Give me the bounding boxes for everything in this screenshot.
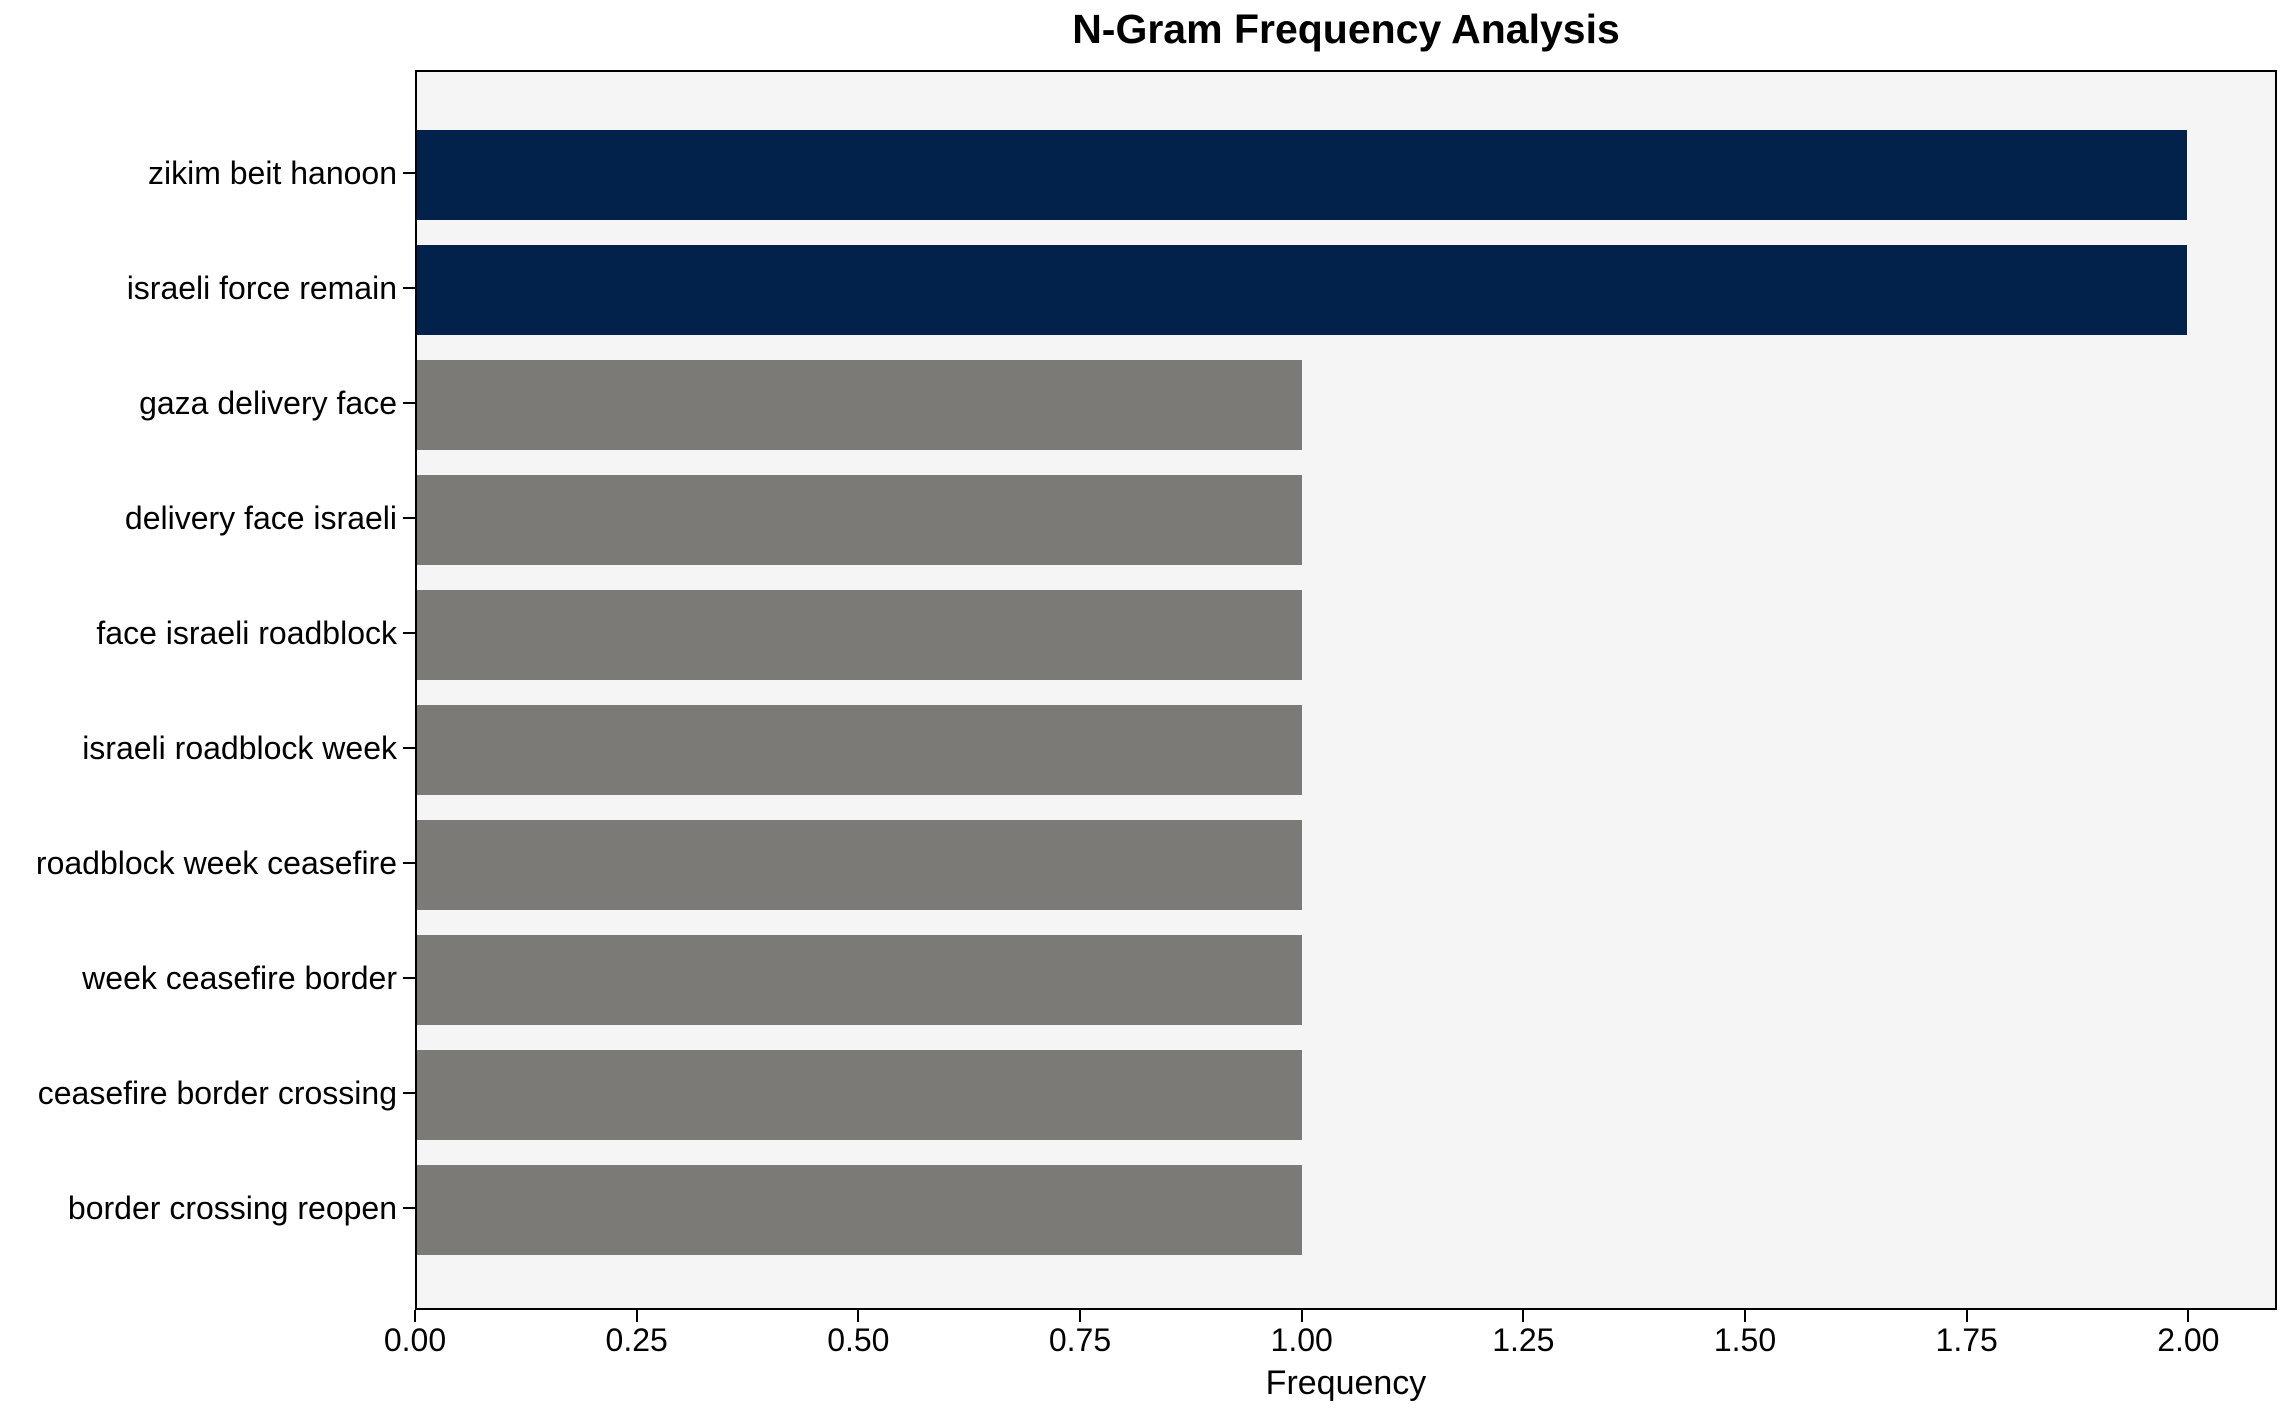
category-label: face israeli roadblock bbox=[96, 615, 397, 651]
bar bbox=[417, 935, 1302, 1025]
category-label: week ceasefire border bbox=[82, 960, 397, 996]
y-tick-mark bbox=[403, 632, 415, 634]
category-label: roadblock week ceasefire bbox=[35, 845, 397, 881]
bar bbox=[417, 705, 1302, 795]
y-tick-mark bbox=[403, 1207, 415, 1209]
y-tick-mark bbox=[403, 747, 415, 749]
x-axis-label: Frequency bbox=[1265, 1364, 1427, 1402]
x-tick-label: 1.75 bbox=[1935, 1322, 1998, 1358]
x-tick-label: 0.00 bbox=[383, 1322, 447, 1358]
x-tick-label: 0.75 bbox=[1048, 1322, 1112, 1358]
bar bbox=[417, 1050, 1302, 1140]
x-tick-mark bbox=[2187, 1310, 2190, 1322]
y-tick-mark bbox=[403, 1092, 415, 1094]
x-tick-mark bbox=[1079, 1310, 1081, 1322]
category-label: israeli force remain bbox=[126, 270, 397, 306]
bar bbox=[417, 1165, 1302, 1255]
y-tick-mark bbox=[403, 517, 415, 519]
chart-title: N-Gram Frequency Analysis bbox=[1072, 6, 1620, 52]
y-tick-mark bbox=[403, 172, 415, 174]
category-label: zikim beit hanoon bbox=[147, 155, 397, 191]
plot-area bbox=[415, 70, 2277, 1310]
x-tick-label: 1.50 bbox=[1713, 1322, 1777, 1358]
y-tick-mark bbox=[403, 862, 415, 864]
bar bbox=[417, 245, 2187, 335]
category-label: border crossing reopen bbox=[67, 1190, 397, 1226]
category-label: ceasefire border crossing bbox=[37, 1075, 397, 1111]
category-label: delivery face israeli bbox=[124, 500, 397, 536]
x-tick-mark bbox=[1965, 1310, 1968, 1322]
x-tick-mark bbox=[1744, 1310, 1746, 1322]
y-tick-mark bbox=[403, 977, 415, 979]
x-tick-label: 2.00 bbox=[2157, 1322, 2220, 1358]
x-tick-label: 0.50 bbox=[827, 1322, 890, 1358]
bar bbox=[417, 475, 1302, 565]
category-label: gaza delivery face bbox=[139, 385, 397, 421]
x-tick-mark bbox=[1300, 1310, 1303, 1322]
x-tick-mark bbox=[414, 1310, 416, 1322]
bar bbox=[417, 360, 1302, 450]
x-tick-label: 1.25 bbox=[1492, 1322, 1555, 1358]
bar bbox=[417, 590, 1302, 680]
x-tick-label: 0.25 bbox=[605, 1322, 668, 1358]
x-tick-mark bbox=[1522, 1310, 1525, 1322]
bar bbox=[417, 820, 1302, 910]
y-tick-mark bbox=[403, 287, 415, 289]
bar bbox=[417, 130, 2187, 220]
y-tick-mark bbox=[403, 402, 415, 404]
x-tick-label: 1.00 bbox=[1270, 1322, 1333, 1358]
category-label: israeli roadblock week bbox=[82, 730, 397, 766]
x-tick-mark bbox=[635, 1310, 638, 1322]
x-tick-mark bbox=[857, 1310, 860, 1322]
